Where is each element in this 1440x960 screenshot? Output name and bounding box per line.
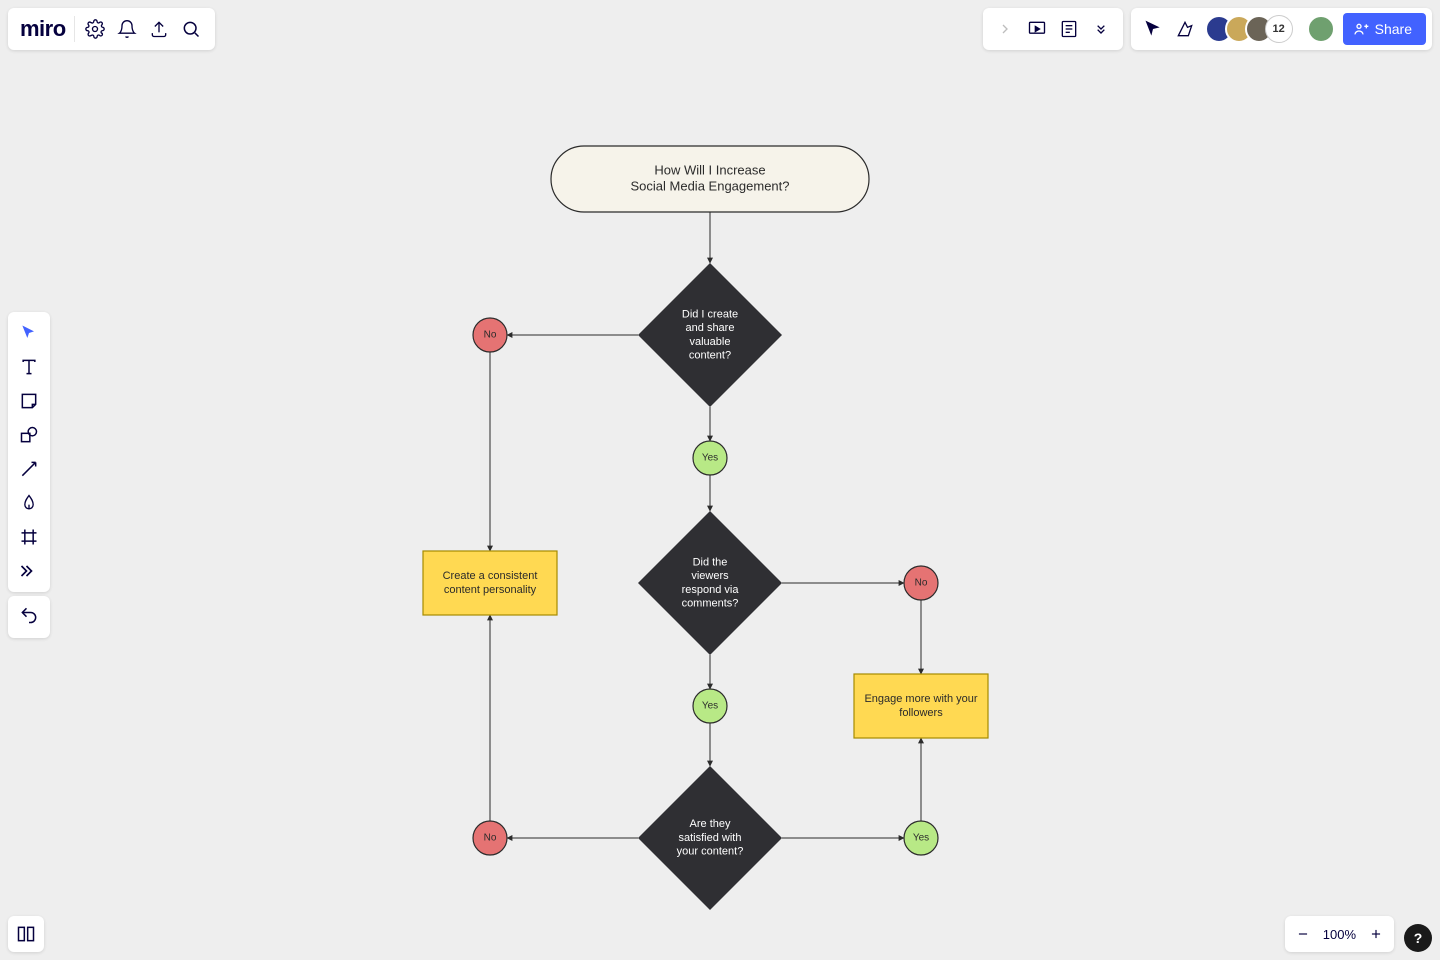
node-label: viewers: [691, 570, 729, 582]
node-start[interactable]: How Will I Increase Social Media Engageme…: [551, 146, 869, 212]
node-label: Yes: [913, 833, 929, 844]
node-label: Did I create: [682, 308, 738, 320]
node-p1[interactable]: Create a consistent content personality: [423, 551, 557, 615]
node-no3[interactable]: No: [473, 821, 507, 855]
node-label: Engage more with your: [864, 693, 977, 705]
node-label: comments?: [682, 598, 739, 610]
node-label: How Will I Increase: [654, 162, 765, 177]
node-d2[interactable]: Did the viewers respond via comments?: [638, 511, 782, 655]
node-label: Social Media Engagement?: [631, 179, 790, 194]
node-label: and share: [686, 322, 735, 334]
node-label: Create a consistent: [443, 570, 538, 582]
node-label: Are they: [690, 818, 731, 830]
node-label: Yes: [702, 701, 718, 712]
node-label: No: [915, 578, 928, 589]
node-label: Yes: [702, 453, 718, 464]
node-label: followers: [899, 707, 943, 719]
node-label: respond via: [682, 584, 740, 596]
node-yes1[interactable]: Yes: [693, 441, 727, 475]
node-no2[interactable]: No: [904, 566, 938, 600]
node-label: satisfied with: [679, 832, 742, 844]
node-no1[interactable]: No: [473, 318, 507, 352]
node-yes2[interactable]: Yes: [693, 689, 727, 723]
node-label: Did the: [693, 556, 728, 568]
node-d1[interactable]: Did I create and share valuable content?: [638, 263, 782, 407]
node-label: your content?: [677, 846, 744, 858]
node-label: No: [484, 833, 497, 844]
node-label: content?: [689, 350, 731, 362]
node-yes3[interactable]: Yes: [904, 821, 938, 855]
node-p2[interactable]: Engage more with your followers: [854, 674, 988, 738]
node-d3[interactable]: Are they satisfied with your content?: [638, 766, 782, 910]
board-canvas[interactable]: How Will I Increase Social Media Engageme…: [0, 0, 1440, 960]
node-label: content personality: [444, 584, 537, 596]
node-label: No: [484, 330, 497, 341]
node-label: valuable: [690, 336, 731, 348]
